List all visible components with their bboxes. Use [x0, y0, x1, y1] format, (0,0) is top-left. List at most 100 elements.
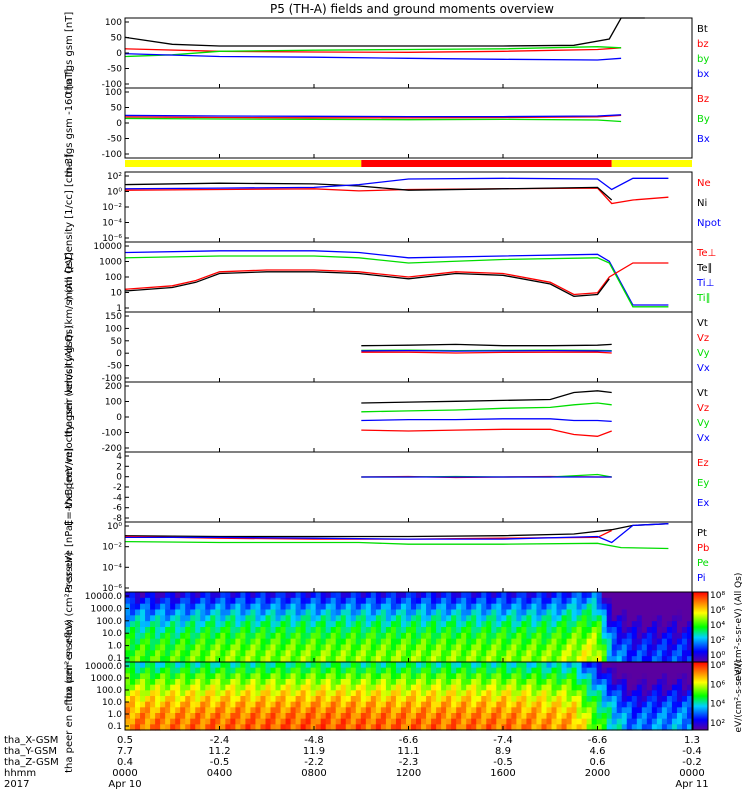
heatmap-cell	[546, 718, 553, 725]
heatmap-cell	[260, 627, 267, 634]
heatmap-cell	[195, 690, 201, 697]
heatmap-cell	[576, 724, 583, 731]
heatmap-cell	[295, 679, 302, 686]
heatmap-cell	[135, 621, 141, 628]
heatmap-cell	[200, 673, 206, 680]
heatmap-cell	[556, 597, 563, 605]
heatmap-cell	[330, 701, 337, 708]
heatmap-cell	[526, 615, 533, 622]
heatmap-cell	[421, 724, 427, 731]
heatmap-cell	[546, 679, 553, 686]
heatmap-cell	[496, 632, 502, 640]
heatmap-cell	[350, 679, 357, 686]
heatmap-cell	[436, 656, 442, 663]
heatmap-cell	[305, 673, 312, 680]
heatmap-cell	[320, 650, 327, 657]
heatmap-cell	[631, 713, 638, 720]
x-axis-row-label: tha_X-GSM	[4, 735, 58, 746]
heatmap-cell	[335, 621, 342, 628]
heatmap-cell	[390, 696, 397, 703]
heatmap-cell	[190, 673, 196, 680]
heatmap-cell	[451, 615, 457, 622]
heatmap-cell	[145, 592, 151, 599]
heatmap-cell	[441, 650, 447, 657]
heatmap-cell	[255, 718, 262, 725]
heatmap-cell	[491, 673, 497, 680]
heatmap-cell	[140, 638, 146, 646]
heatmap-cell	[250, 701, 257, 708]
heatmap-cell	[155, 592, 161, 599]
y-tick-label: 10²	[107, 172, 122, 182]
heatmap-cell	[160, 609, 166, 616]
heatmap-cell	[461, 615, 467, 622]
heatmap-cell	[175, 627, 181, 634]
heatmap-cell	[576, 615, 583, 622]
heatmap-cell	[185, 615, 191, 622]
heatmap-cell	[576, 713, 583, 720]
heatmap-cell	[165, 696, 171, 703]
heatmap-cell	[225, 713, 231, 720]
heatmap-cell	[160, 592, 166, 599]
heatmap-cell	[556, 656, 563, 663]
heatmap-cell	[195, 696, 201, 703]
heatmap-cell	[426, 609, 432, 616]
heatmap-cell	[225, 656, 231, 663]
heatmap-cell	[451, 690, 457, 697]
heatmap-cell	[576, 662, 583, 669]
heatmap-cell	[616, 713, 623, 720]
heatmap-cell	[566, 597, 573, 605]
heatmap-cell	[431, 679, 437, 686]
heatmap-cell	[380, 592, 387, 599]
heatmap-cell	[421, 638, 427, 646]
heatmap-cell	[546, 724, 553, 731]
heatmap-cell	[506, 713, 512, 720]
heatmap-cell	[400, 707, 407, 714]
heatmap-cell	[501, 615, 507, 622]
heatmap-cell	[426, 684, 432, 691]
heatmap-cell	[255, 713, 262, 720]
heatmap-cell	[355, 667, 362, 674]
heatmap-cell	[421, 603, 427, 611]
heatmap-cell	[320, 644, 327, 651]
heatmap-cell	[165, 667, 171, 674]
heatmap-cell	[155, 696, 161, 703]
heatmap-cell	[641, 701, 648, 708]
heatmap-cell	[305, 684, 312, 691]
heatmap-cell	[310, 644, 317, 651]
heatmap-cell	[456, 656, 462, 663]
heatmap-cell	[636, 650, 643, 657]
heatmap-cell	[145, 690, 151, 697]
heatmap-cell	[476, 638, 482, 646]
heatmap-cell	[315, 603, 322, 611]
heatmap-cell	[431, 696, 437, 703]
heatmap-cell	[531, 724, 538, 731]
heatmap-cell	[280, 592, 287, 599]
heatmap-cell	[125, 713, 131, 720]
heatmap-cell	[180, 592, 186, 599]
heatmap-cell	[340, 679, 347, 686]
heatmap-cell	[130, 696, 136, 703]
y-tick-label: 0	[116, 119, 122, 129]
heatmap-cell	[265, 684, 272, 691]
heatmap-cell	[676, 650, 683, 657]
heatmap-cell	[295, 621, 302, 628]
heatmap-cell	[551, 650, 558, 657]
heatmap-cell	[636, 667, 643, 674]
heatmap-cell	[265, 603, 272, 611]
heatmap-cell	[671, 592, 678, 599]
heatmap-cell	[656, 707, 663, 714]
heatmap-cell	[240, 662, 247, 669]
heatmap-cell	[145, 667, 151, 674]
heatmap-cell	[200, 724, 206, 731]
heatmap-cell	[385, 707, 392, 714]
heatmap-cell	[140, 718, 146, 725]
heatmap-cell	[446, 718, 452, 725]
heatmap-cell	[411, 656, 417, 663]
heatmap-cell	[135, 597, 141, 605]
heatmap-cell	[651, 656, 658, 663]
heatmap-cell	[200, 632, 206, 640]
heatmap-cell	[265, 696, 272, 703]
heatmap-cell	[290, 662, 297, 669]
heatmap-cell	[350, 707, 357, 714]
heatmap-cell	[165, 632, 171, 640]
